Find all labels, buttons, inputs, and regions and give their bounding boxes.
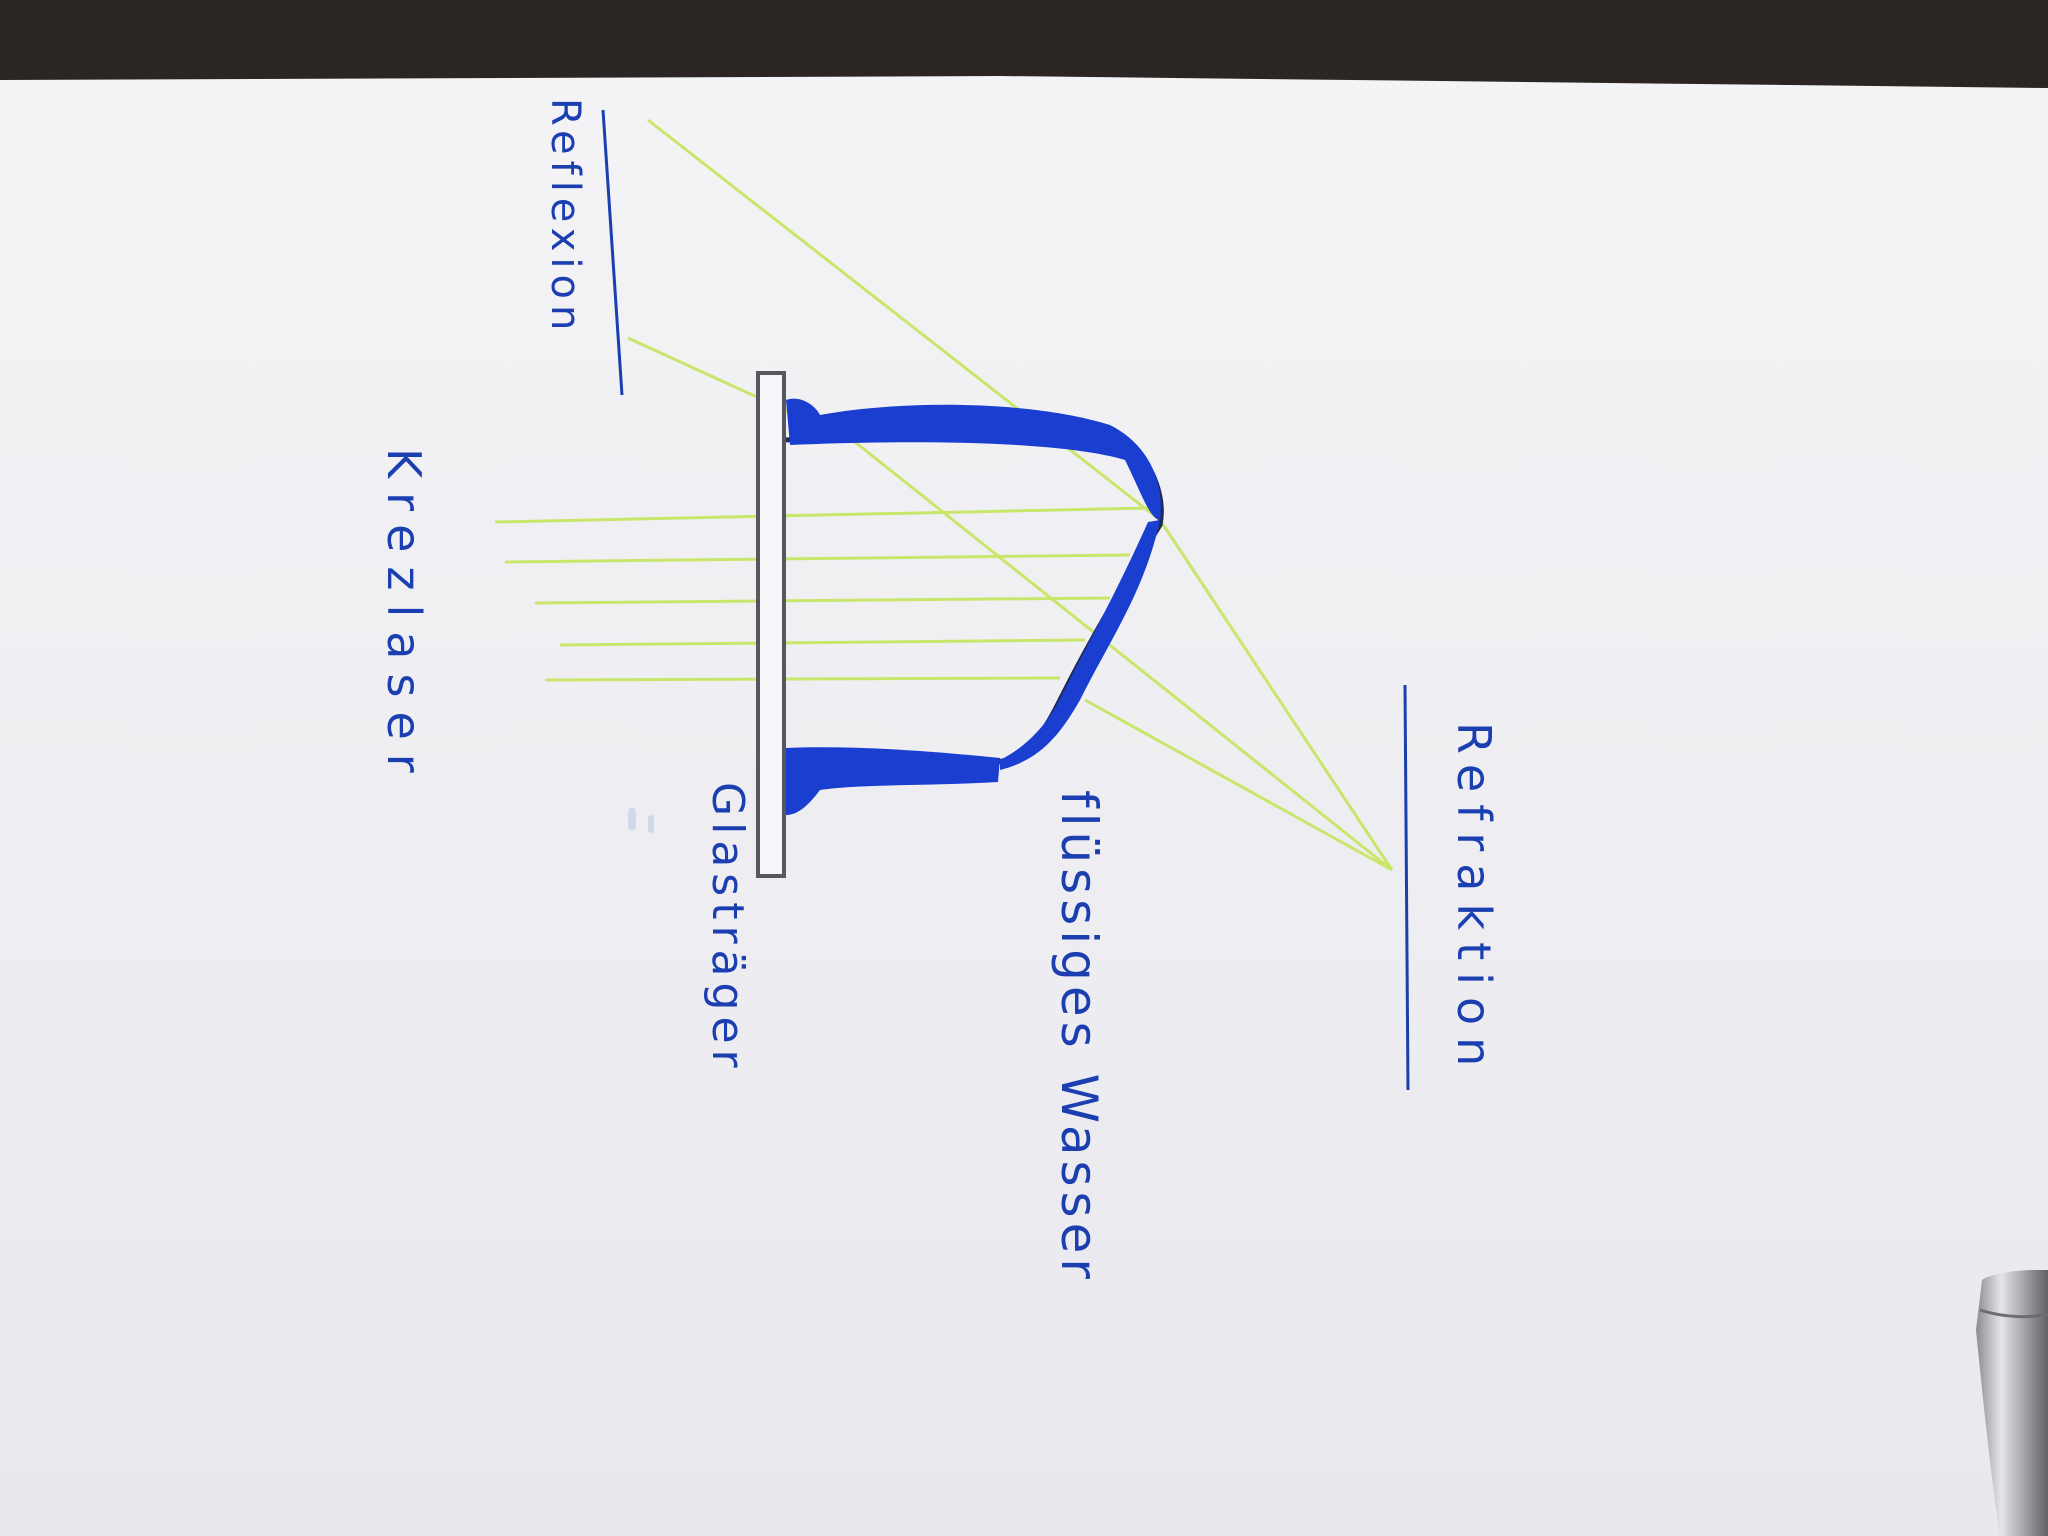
- krezlaser-label: Krezlaser: [377, 448, 431, 787]
- laser-beam: [559, 638, 1086, 647]
- refraction-ray: [1158, 519, 1394, 871]
- laser-beams: [494, 506, 1151, 682]
- refraction-ray: [854, 440, 1393, 872]
- table-edge: [0, 0, 2048, 88]
- pen-cap: [1976, 1270, 2048, 1536]
- reflexion-label: Reflexion: [542, 98, 588, 336]
- refraction-ray: [1084, 698, 1393, 872]
- reflection-rays: [627, 118, 1161, 522]
- water-ink-right: [1000, 520, 1160, 770]
- laser-beam: [494, 506, 1151, 524]
- water-ink-bottom: [786, 747, 1000, 815]
- laser-beam: [544, 676, 1061, 682]
- reflexion-underline: [601, 109, 624, 396]
- refraktion-label: Refraktion: [1447, 722, 1501, 1078]
- refraktion-underline: [1403, 684, 1410, 1091]
- glastraeger-label: Glasträger: [702, 782, 753, 1074]
- water-ink-top: [786, 398, 1161, 520]
- laser-beam: [504, 553, 1131, 564]
- reflection-ray: [647, 118, 1161, 522]
- water-droplet: [785, 398, 1164, 815]
- ink-smudge: [628, 808, 654, 833]
- refraction-rays: [854, 440, 1394, 872]
- wasser-label: flüssiges Wasser: [1050, 790, 1108, 1284]
- glass-slide: [756, 371, 786, 878]
- laser-beam: [534, 596, 1111, 605]
